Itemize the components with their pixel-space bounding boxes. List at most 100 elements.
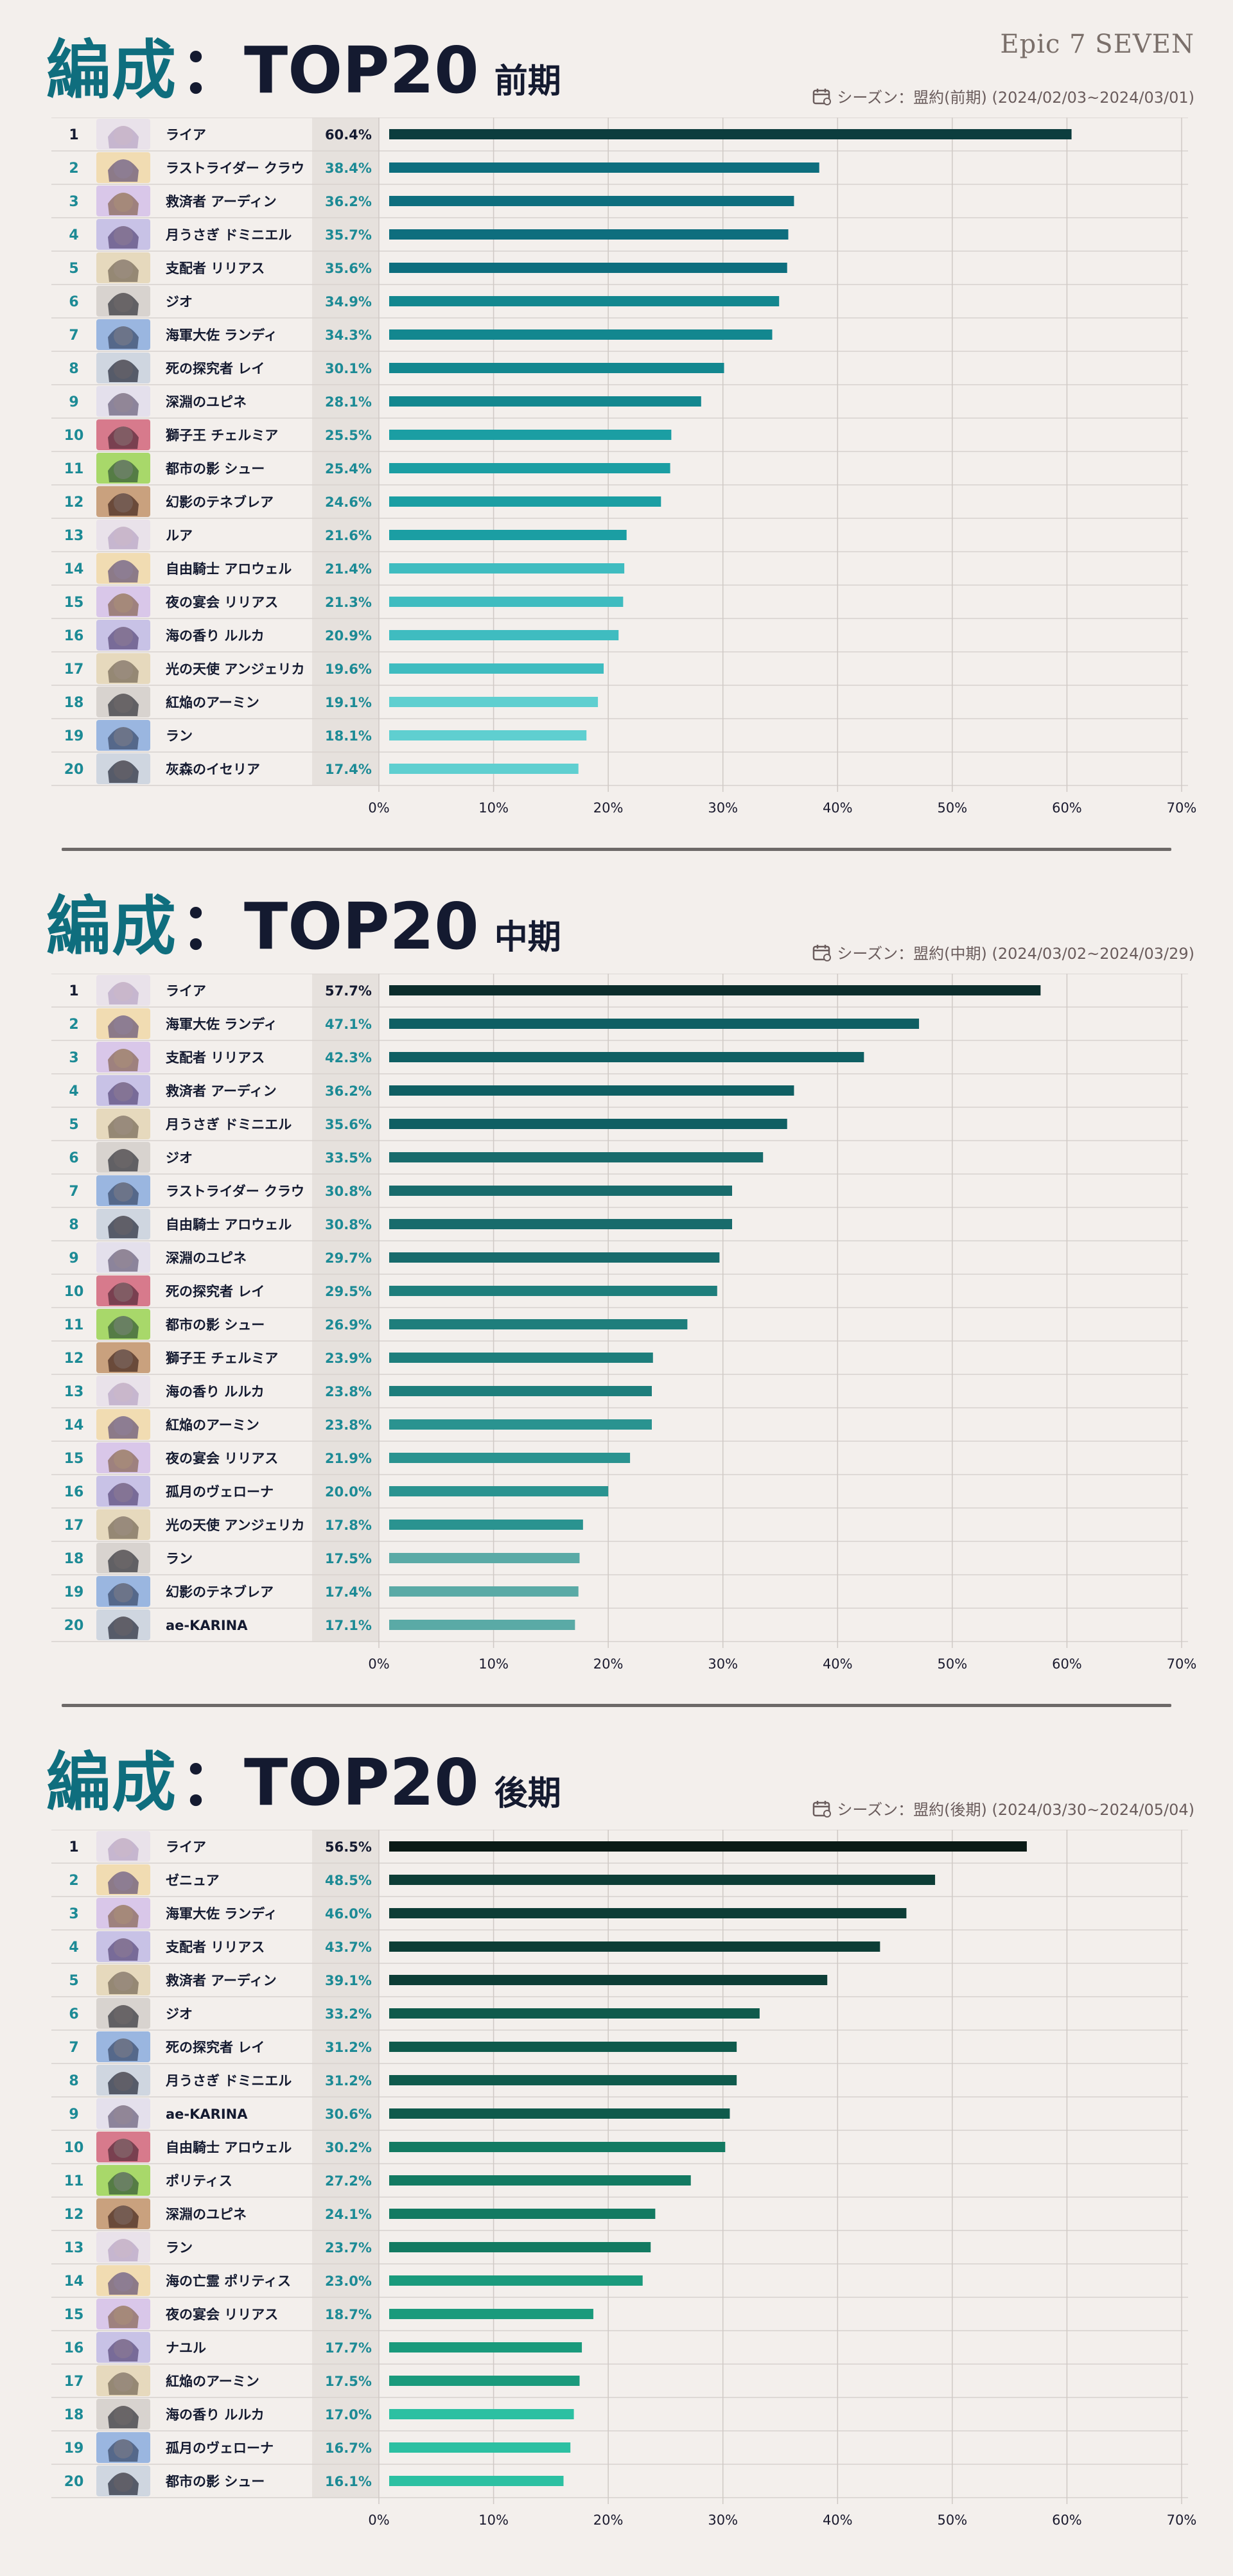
rank-number: 19 — [64, 2440, 84, 2457]
character-name: 死の探究者 レイ — [166, 2040, 265, 2055]
rank-number: 10 — [64, 428, 84, 444]
character-name: ae-KARINA — [166, 1618, 248, 1633]
rank-number: 3 — [69, 1050, 78, 1066]
character-name: ゼニュア — [166, 1873, 220, 1888]
rank-number: 2 — [69, 1017, 78, 1033]
usage-rate-label: 30.8% — [325, 1217, 372, 1232]
x-tick-label: 60% — [1052, 2512, 1082, 2528]
character-portrait — [96, 219, 150, 250]
usage-bar — [389, 329, 773, 340]
usage-rate-label: 23.8% — [325, 1384, 372, 1399]
x-tick-label: 70% — [1167, 800, 1197, 816]
rank-number: 10 — [64, 1284, 84, 1300]
character-portrait — [96, 1008, 150, 1039]
rank-number: 11 — [64, 2173, 84, 2189]
usage-rate-label: 60.4% — [325, 127, 372, 143]
character-portrait — [96, 1209, 150, 1240]
rank-number: 11 — [64, 1317, 84, 1333]
character-portrait — [96, 1609, 150, 1640]
character-portrait — [96, 419, 150, 450]
title-main: 編成 — [46, 33, 177, 108]
section-divider — [62, 1704, 1171, 1707]
character-portrait — [96, 687, 150, 717]
usage-rate-label: 28.1% — [325, 394, 372, 410]
rank-number: 9 — [69, 1250, 78, 1266]
rank-number: 2 — [69, 161, 78, 177]
character-name: 都市の影 シュー — [165, 2474, 265, 2489]
usage-bar — [389, 1386, 652, 1396]
character-portrait — [96, 1175, 150, 1206]
character-portrait — [96, 1442, 150, 1473]
usage-bar — [389, 2209, 656, 2219]
usage-rate-label: 24.6% — [325, 495, 372, 510]
usage-bar — [389, 2008, 760, 2019]
character-portrait — [96, 252, 150, 283]
calendar-icon — [813, 1800, 832, 1818]
character-portrait — [96, 386, 150, 417]
usage-rate-label: 27.2% — [325, 2173, 372, 2189]
rank-number: 8 — [69, 2073, 78, 2089]
character-portrait — [96, 2031, 150, 2062]
character-portrait — [96, 319, 150, 350]
usage-bar — [389, 1319, 688, 1329]
usage-rate-label: 33.5% — [325, 1150, 372, 1166]
character-portrait — [96, 975, 150, 1006]
character-portrait — [96, 2265, 150, 2296]
character-portrait — [96, 2065, 150, 2096]
x-tick-label: 10% — [478, 2512, 509, 2528]
rank-number: 20 — [64, 1618, 84, 1634]
character-portrait — [96, 453, 150, 484]
title-top20: ：TOP20 — [180, 1745, 479, 1820]
character-name: 月うさぎ ドミニエル — [165, 1117, 292, 1132]
character-name: 海の香り ルルカ — [166, 1384, 265, 1399]
usage-rate-label: 46.0% — [325, 1906, 372, 1922]
x-tick-label: 30% — [708, 800, 738, 816]
usage-rate-label: 48.5% — [325, 1873, 372, 1888]
x-tick-label: 0% — [368, 1656, 389, 1672]
character-portrait — [96, 620, 150, 651]
character-portrait — [96, 753, 150, 784]
x-tick-label: 60% — [1052, 1656, 1082, 1672]
character-name: ラン — [166, 728, 193, 744]
character-portrait — [96, 520, 150, 550]
usage-bar — [389, 2342, 582, 2353]
usage-rate-label: 16.7% — [325, 2440, 372, 2456]
character-name: ジオ — [166, 1150, 193, 1166]
usage-bar — [389, 985, 1041, 995]
usage-rate-label: 23.8% — [325, 1417, 372, 1433]
character-portrait — [96, 2432, 150, 2463]
usage-rate-label: 24.1% — [325, 2207, 372, 2222]
character-portrait — [96, 152, 150, 183]
rank-number: 7 — [69, 2040, 78, 2056]
usage-bar — [389, 263, 787, 273]
rank-number: 18 — [64, 1551, 84, 1567]
usage-rate-label: 17.8% — [325, 1518, 372, 1533]
usage-bar — [389, 1419, 652, 1430]
usage-bar — [389, 530, 627, 540]
rank-number: 4 — [69, 227, 78, 243]
usage-rate-label: 31.2% — [325, 2073, 372, 2089]
character-portrait — [96, 1409, 150, 1440]
usage-bar — [389, 1975, 828, 1985]
rank-number: 2 — [69, 1873, 78, 1889]
x-tick-label: 60% — [1052, 800, 1082, 816]
rank-number: 14 — [64, 1417, 84, 1433]
character-name: 孤月のヴェローナ — [166, 1484, 274, 1500]
usage-bar — [389, 764, 579, 774]
season-label: シーズン：盟約(前期) (2024/02/03~2024/03/01) — [812, 85, 1194, 107]
character-portrait — [96, 653, 150, 684]
title-period: 中期 — [494, 918, 561, 957]
character-portrait — [96, 720, 150, 751]
title-top20: ：TOP20 — [180, 889, 479, 964]
character-name: 深淵のユピネ — [166, 1250, 247, 1266]
character-portrait — [96, 186, 150, 216]
rank-number: 16 — [64, 1484, 84, 1500]
character-name: 獅子王 チェルミア — [166, 1351, 278, 1366]
rank-number: 13 — [64, 528, 84, 544]
rank-number: 4 — [69, 1083, 78, 1100]
usage-bar — [389, 1586, 579, 1597]
character-name: 支配者 リリアス — [166, 261, 265, 276]
usage-rate-label: 30.2% — [325, 2140, 372, 2155]
rank-number: 17 — [64, 662, 84, 678]
character-portrait — [96, 2132, 150, 2162]
